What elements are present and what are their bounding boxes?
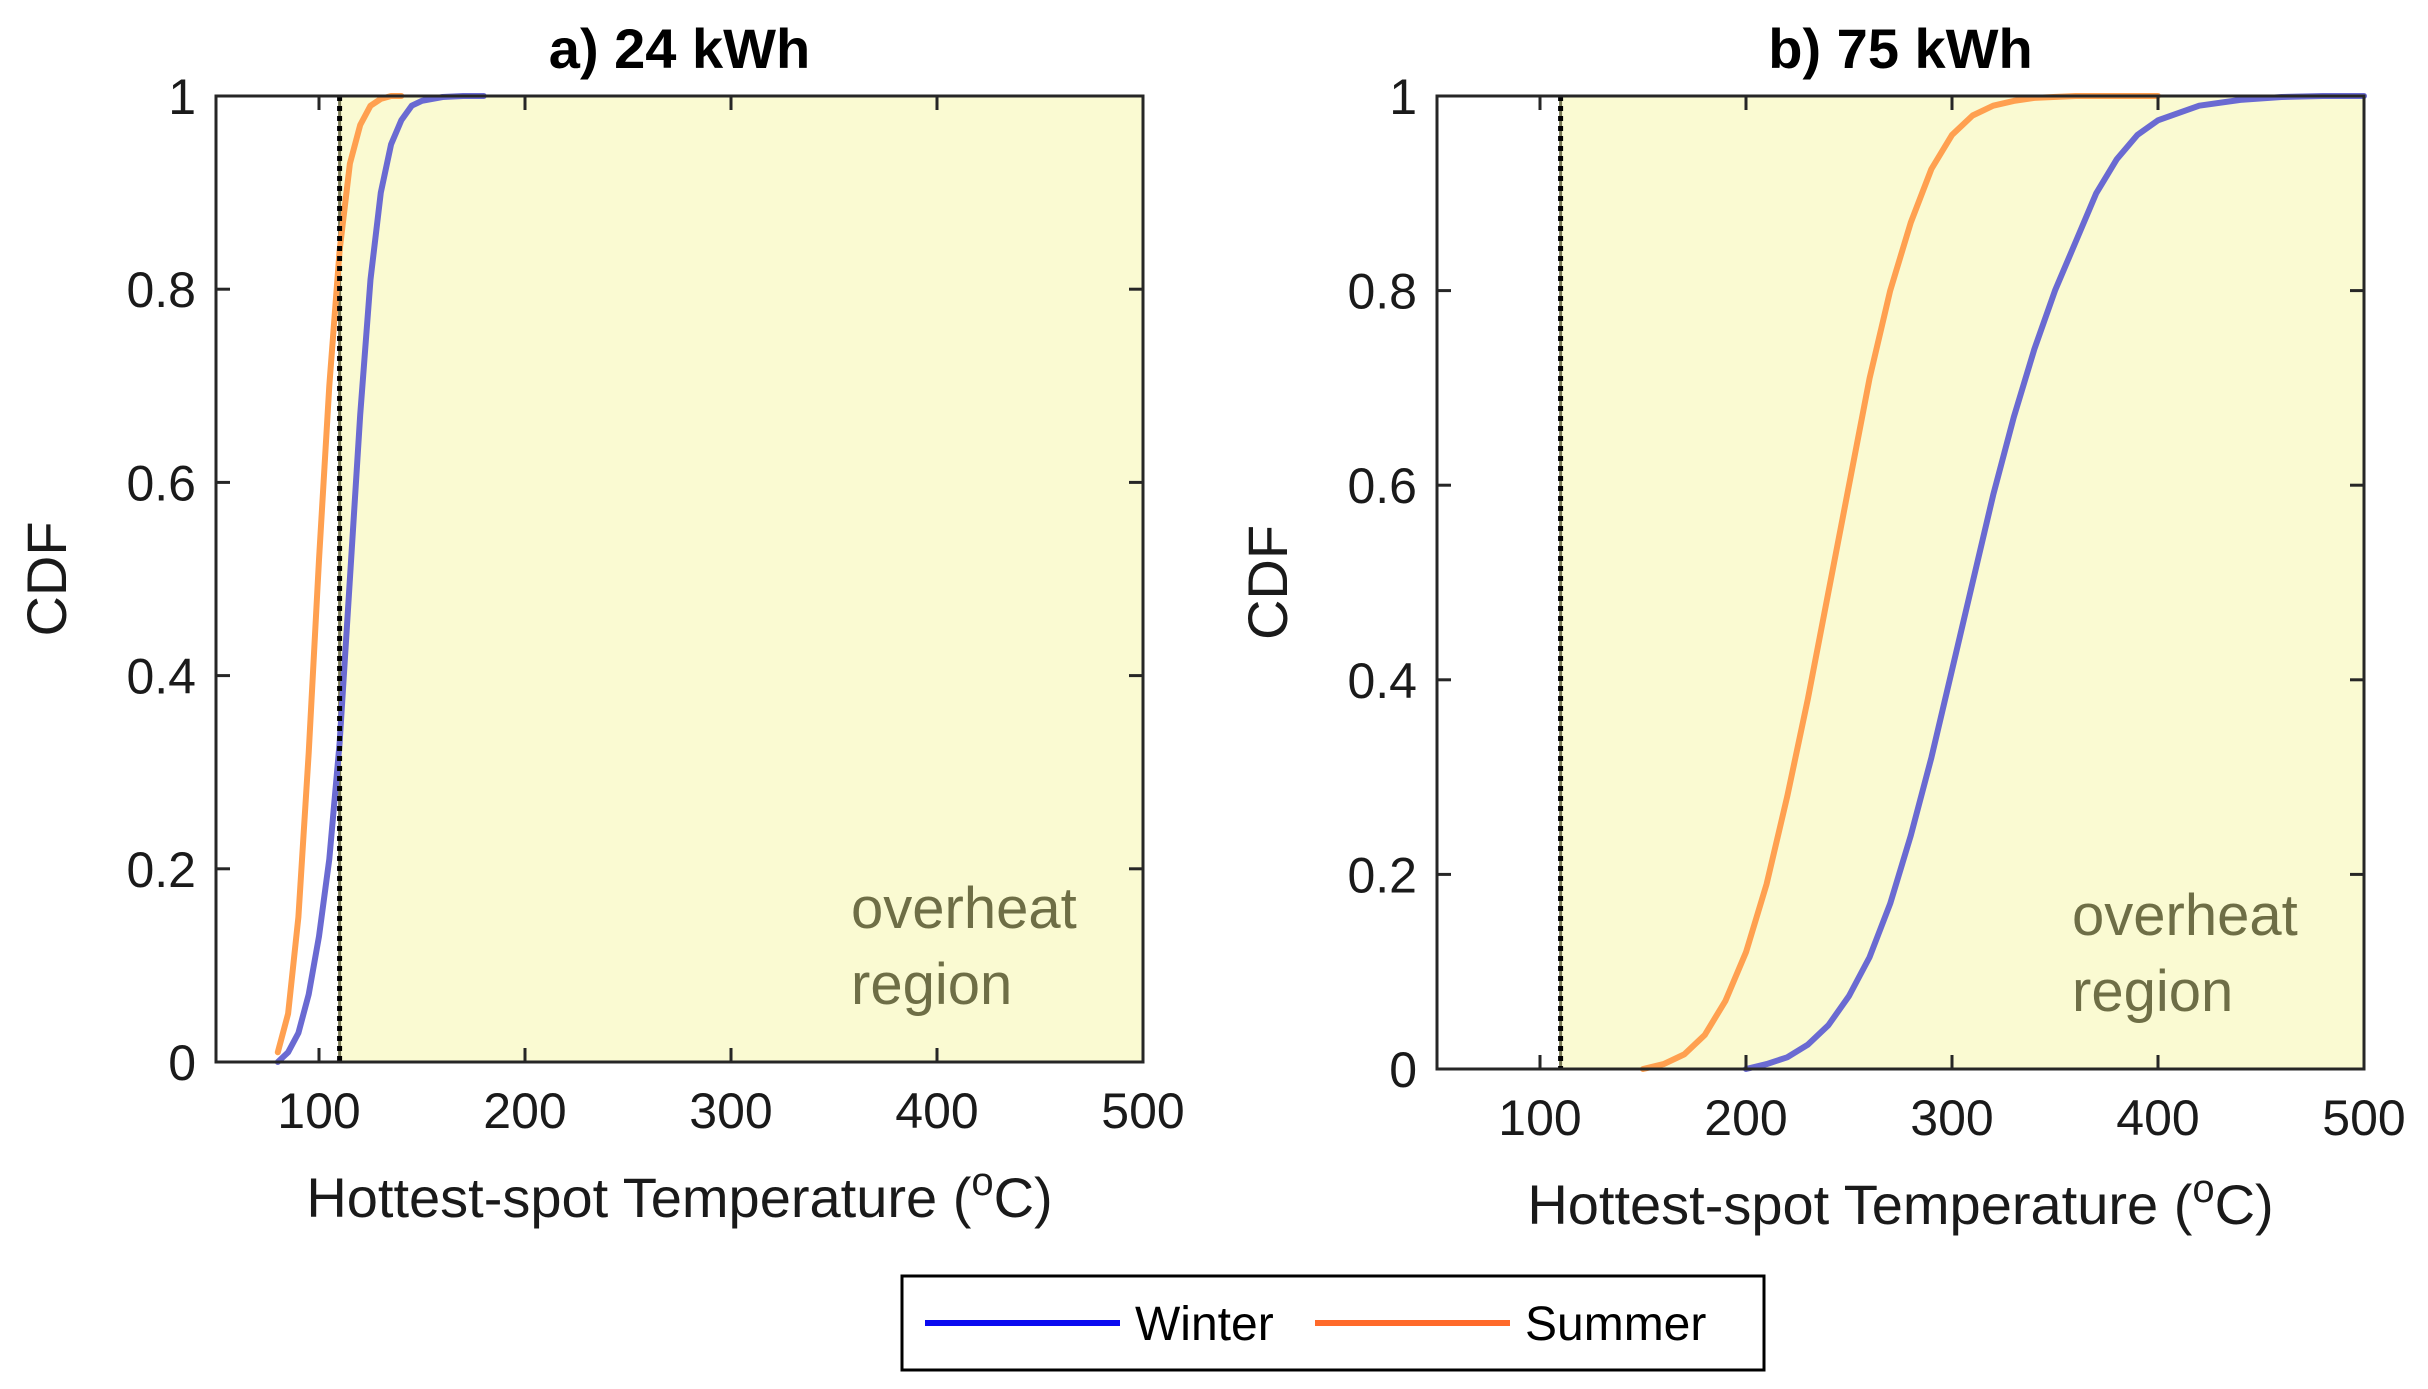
y-tick-label: 0.2 <box>126 842 196 898</box>
x-axis-title: Hottest-spot Temperature (oC) <box>1527 1167 2273 1236</box>
x-tick-label: 200 <box>1704 1090 1787 1146</box>
x-axis-title-end: C) <box>2215 1173 2274 1236</box>
x-tick-label: 100 <box>277 1083 360 1139</box>
x-tick-label: 500 <box>2322 1090 2405 1146</box>
x-tick-label: 100 <box>1498 1090 1581 1146</box>
x-tick-label: 400 <box>2116 1090 2199 1146</box>
x-axis-title-end: C) <box>994 1166 1053 1229</box>
overheat-label-line2: region <box>851 952 1012 1017</box>
panel-title: a) 24 kWh <box>549 17 810 80</box>
panel-title: b) 75 kWh <box>1768 17 2032 80</box>
overheat-label-line1: overheat <box>851 876 1077 941</box>
y-tick-label: 0.6 <box>126 455 196 511</box>
x-axis-title-main: Hottest-spot Temperature ( <box>306 1166 971 1229</box>
y-tick-label: 0.2 <box>1347 847 1417 903</box>
y-tick-label: 0.4 <box>1347 653 1417 709</box>
y-tick-label: 0.4 <box>126 649 196 705</box>
series-line-winter <box>274 93 487 1065</box>
x-axis-title: Hottest-spot Temperature (oC) <box>306 1160 1052 1229</box>
y-tick-label: 0.8 <box>1347 264 1417 320</box>
x-tick-label: 500 <box>1101 1083 1184 1139</box>
panel-a-24kwh: 100 200 300 400 500 0 0.2 0.4 0.6 0.8 1 a) 24 kWh Ho… <box>15 17 1185 1229</box>
y-tick-label: 0.8 <box>126 262 196 318</box>
x-axis-title-main: Hottest-spot Temperature ( <box>1527 1173 2192 1236</box>
y-tick-label: 0.6 <box>1347 458 1417 514</box>
legend: Winter Summer <box>900 1274 1766 1372</box>
x-tick-label: 300 <box>1910 1090 1993 1146</box>
overheat-label-line1: overheat <box>2072 883 2298 948</box>
overheat-region <box>1559 94 2366 1071</box>
x-tick-label: 300 <box>689 1083 772 1139</box>
x-tick-label: 200 <box>483 1083 566 1139</box>
y-tick-label: 0 <box>1389 1042 1417 1098</box>
series-line-summer <box>1640 93 2161 1072</box>
y-axis-title: CDF <box>1236 525 1299 640</box>
y-tick-label: 1 <box>168 69 196 125</box>
y-axis-title: CDF <box>15 521 78 636</box>
axes-box <box>214 94 1145 1064</box>
legend-label-summer: Summer <box>1525 1298 1706 1351</box>
overheat-label-line2: region <box>2072 959 2233 1024</box>
axes-box <box>1435 94 2366 1071</box>
x-axis-title-sup: o <box>2192 1167 2214 1211</box>
overheat-region <box>338 94 1145 1064</box>
x-axis-title-sup: o <box>971 1160 993 1204</box>
series-line-winter <box>1743 93 2367 1072</box>
legend-label-winter: Winter <box>1135 1298 1274 1351</box>
y-tick-label: 1 <box>1389 69 1417 125</box>
y-tick-label: 0 <box>168 1035 196 1091</box>
x-tick-label: 400 <box>895 1083 978 1139</box>
panel-b-75kwh: 100 200 300 400 500 0 0.2 0.4 0.6 0.8 1 b) 75 kWh Ho… <box>1236 17 2406 1236</box>
